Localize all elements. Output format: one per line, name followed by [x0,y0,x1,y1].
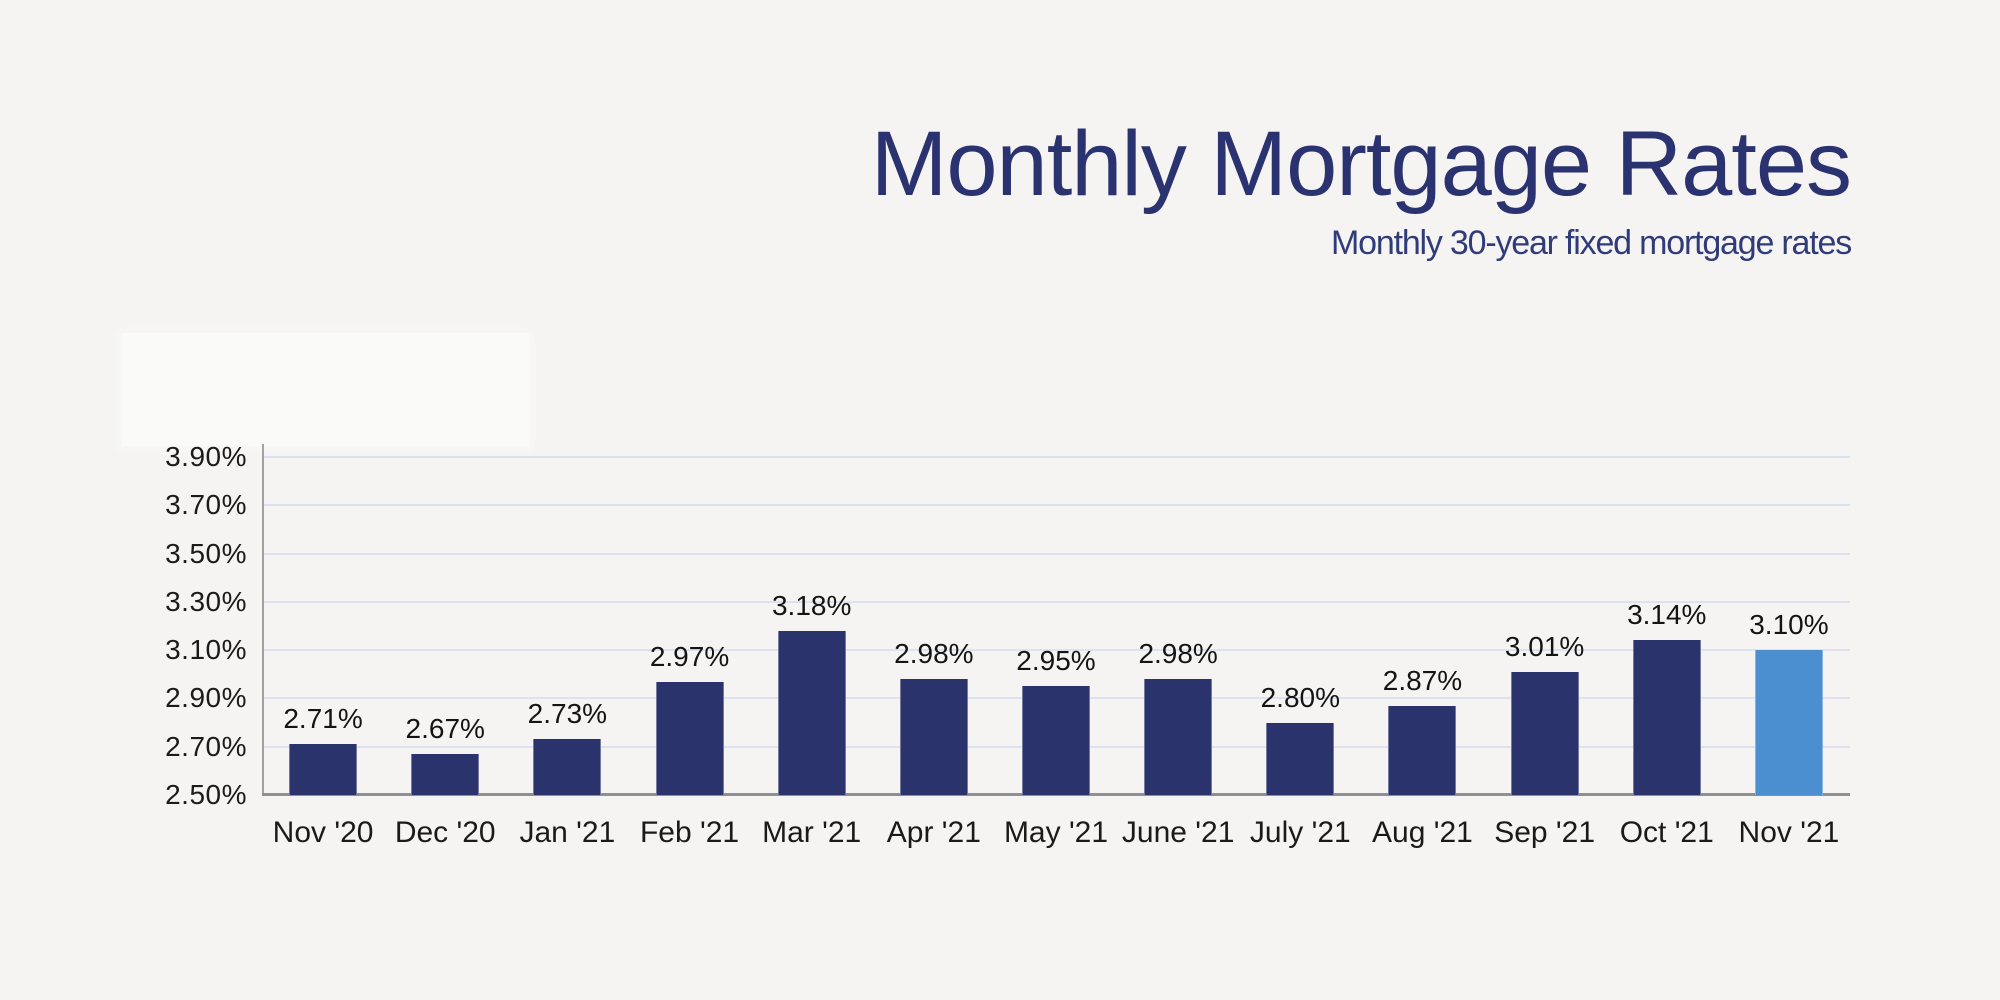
background-highlight-box [122,333,529,446]
x-axis-tick-label: Nov '20 [272,816,374,849]
gridline [262,456,1850,458]
y-axis-tick-label: 2.70% [165,730,247,762]
bar [655,681,724,795]
x-axis-tick-label: May '21 [1003,816,1109,849]
bar-value-label: 2.95% [1016,645,1096,677]
y-axis-tick-label: 2.50% [165,779,247,810]
bar-value-label: 3.01% [1504,630,1585,662]
bar [1632,640,1701,795]
gridline [262,552,1850,555]
gridline [262,600,1850,603]
x-axis-tick-label: Mar '21 [762,816,862,849]
bar [411,753,480,795]
bar-value-label: 3.14% [1627,599,1707,631]
bar [1510,671,1579,795]
bar [1266,722,1335,795]
bar-value-label: 2.67% [405,712,485,744]
bar [777,630,846,795]
bar [899,679,968,795]
y-axis-tick-label: 2.90% [165,682,247,714]
bar-value-label: 2.71% [283,703,363,735]
x-axis-tick-label: Sep '21 [1494,816,1596,849]
y-axis-tick-label: 3.50% [165,537,247,569]
x-axis-tick-label: Nov '21 [1738,816,1840,849]
bar [1754,650,1823,795]
x-axis-tick-label: Jan '21 [519,816,616,849]
y-axis-tick-label: 3.70% [165,489,247,521]
x-axis-tick-label: Aug '21 [1372,816,1473,849]
gridline [262,649,1850,652]
bar-value-label: 2.80% [1260,681,1340,713]
bar [289,744,358,795]
x-axis-tick-label: June '21 [1121,816,1235,849]
chart-header: Monthly Mortgage Rates Monthly 30-year f… [870,113,1852,262]
bar-value-label: 2.73% [527,698,608,730]
bar [1144,679,1213,795]
x-axis-tick-label: July '21 [1249,816,1351,849]
x-axis-tick-label: Oct '21 [1619,816,1714,849]
x-axis-tick-label: Dec '20 [394,816,496,849]
y-axis-tick-label: 3.30% [165,585,247,617]
bar-value-label: 2.97% [649,640,730,672]
bar [1388,705,1457,795]
y-axis-tick-label: 3.90% [165,441,247,472]
x-axis-tick-label: Apr '21 [886,816,981,849]
y-axis-line [262,444,264,795]
bar [1022,686,1090,795]
bar-value-label: 2.98% [894,638,974,670]
bar-value-label: 2.98% [1138,638,1218,670]
chart-title: Monthly Mortgage Rates [870,113,1852,215]
gridline [262,504,1850,507]
bar-value-label: 3.10% [1749,609,1829,641]
bar [533,739,602,795]
y-axis-tick-label: 3.10% [165,634,247,666]
bar-value-label: 3.18% [771,589,852,621]
bar-value-label: 2.87% [1382,664,1463,696]
x-axis-tick-label: Feb '21 [639,816,740,849]
chart-subtitle: Monthly 30-year fixed mortgage rates [1331,224,1852,262]
